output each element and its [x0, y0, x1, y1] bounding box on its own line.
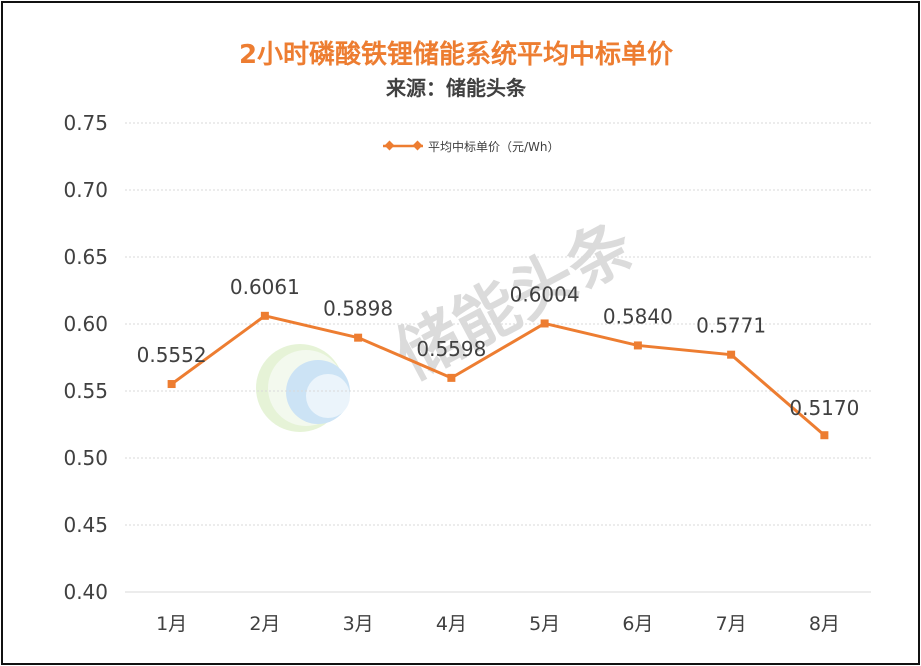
data-label: 0.6004: [510, 282, 580, 306]
data-label: 0.6061: [230, 275, 300, 299]
chart-subtitle: 来源：储能头条: [385, 76, 527, 100]
data-point: [820, 431, 829, 440]
y-tick-label: 0.45: [63, 513, 108, 537]
legend-label: 平均中标单价（元/Wh）: [428, 139, 560, 154]
data-point: [540, 319, 549, 328]
x-tick-label: 5月: [529, 613, 560, 635]
y-tick-label: 0.40: [63, 580, 108, 604]
chart-title: 2小时磷酸铁锂储能系统平均中标单价: [239, 39, 674, 70]
legend-marker-icon: [412, 140, 423, 151]
gridlines: [125, 122, 871, 593]
x-tick-label: 6月: [622, 613, 653, 635]
y-tick-label: 0.60: [63, 312, 108, 336]
data-labels: 0.5552 0.6061 0.5898 0.5598 0.6004 0.5840 0.57…: [137, 275, 860, 420]
data-point: [260, 311, 269, 320]
data-points: [167, 311, 829, 440]
legend-marker-icon: [384, 140, 395, 151]
data-point: [167, 380, 176, 389]
legend: 平均中标单价（元/Wh）: [383, 139, 560, 154]
data-label: 0.5170: [789, 396, 859, 420]
y-tick-label: 0.55: [63, 379, 108, 403]
x-tick-label: 8月: [809, 613, 840, 635]
y-tick-label: 0.75: [63, 111, 108, 135]
x-tick-label: 1月: [156, 613, 187, 635]
data-label: 0.5771: [696, 314, 766, 338]
data-point: [633, 341, 642, 350]
x-tick-label: 4月: [436, 613, 467, 635]
data-label: 0.5598: [416, 337, 486, 361]
data-label: 0.5898: [323, 297, 393, 321]
data-label: 0.5840: [603, 304, 673, 328]
watermark-logo-icon: [256, 344, 350, 432]
x-axis: 1月 2月 3月 4月 5月 6月 7月 8月: [156, 613, 840, 635]
x-tick-label: 2月: [249, 613, 280, 635]
x-tick-label: 3月: [343, 613, 374, 635]
y-tick-label: 0.50: [63, 446, 108, 470]
y-tick-label: 0.70: [63, 178, 108, 202]
series-line: [170, 314, 826, 437]
x-tick-label: 7月: [716, 613, 747, 635]
y-tick-label: 0.65: [63, 245, 108, 269]
data-label: 0.5552: [137, 343, 207, 367]
data-point: [727, 350, 736, 359]
data-point: [447, 373, 456, 382]
y-axis: 0.40 0.45 0.50 0.55 0.60 0.65 0.70 0.75: [63, 111, 108, 604]
data-point: [354, 333, 363, 342]
